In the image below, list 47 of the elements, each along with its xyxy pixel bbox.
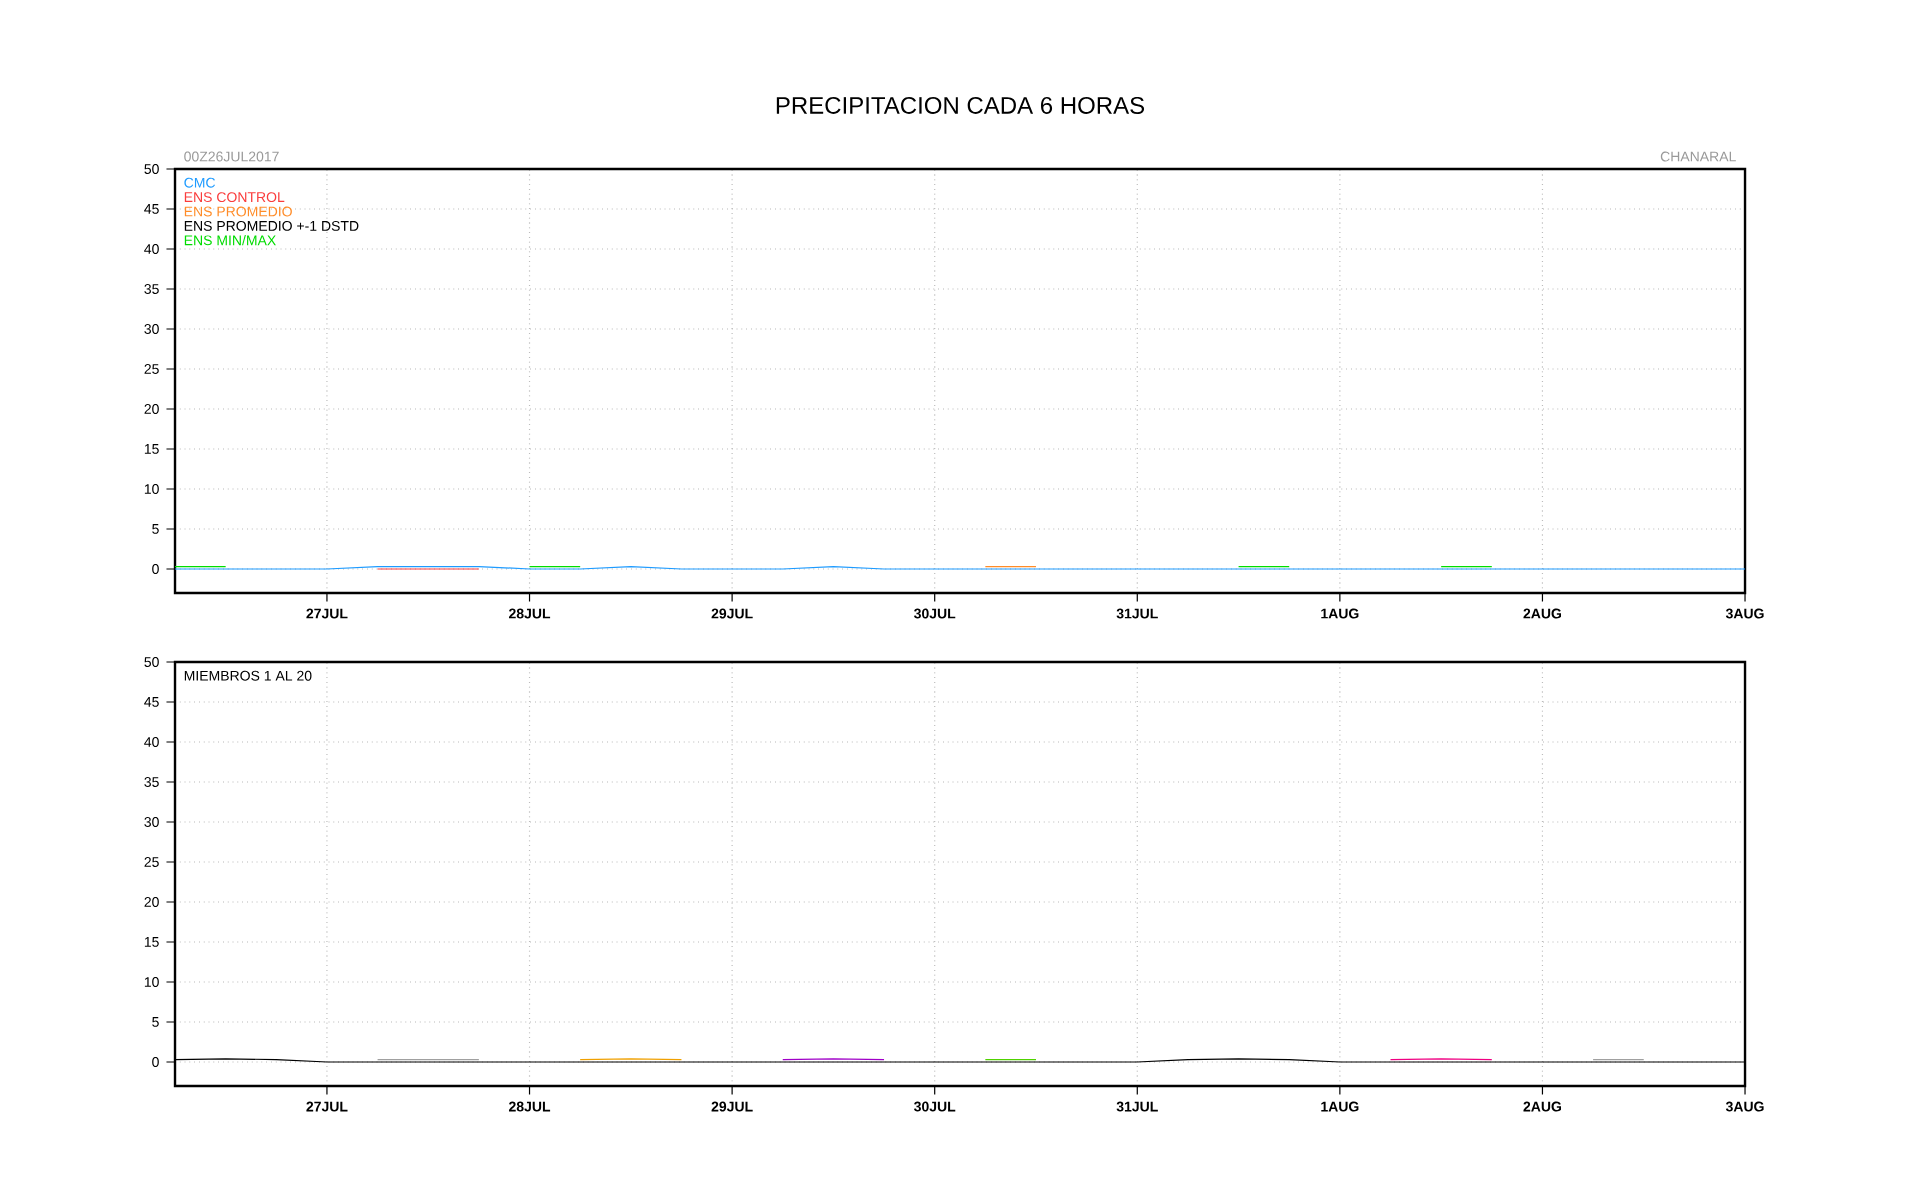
y-tick-label: 25: [144, 364, 159, 374]
x-tick-label: 31JUL: [1116, 608, 1158, 619]
y-tick-label: 10: [144, 977, 159, 987]
text: 00Z26JUL2017: [184, 151, 279, 162]
y-tick-label: 50: [144, 657, 159, 667]
annotation: MIEMBROS 1 AL 20: [184, 670, 312, 681]
y-tick-label: 15: [144, 444, 159, 454]
y-tick-label: 35: [144, 284, 159, 294]
text: ENS CONTROL: [184, 192, 285, 203]
x-tick-label: 1AUG: [1321, 608, 1359, 619]
text: CMC: [184, 177, 216, 188]
x-tick-label: 27JUL: [306, 1101, 348, 1112]
x-tick-label: 27JUL: [306, 608, 348, 619]
y-tick-label: 45: [144, 697, 159, 707]
y-tick-label: 5: [152, 1017, 159, 1027]
y-tick-label: 30: [144, 817, 159, 827]
x-tick-label: 28JUL: [508, 1101, 551, 1112]
y-tick-label: 35: [144, 777, 159, 787]
y-tick-label: 20: [144, 897, 159, 907]
y-tick-label: 40: [144, 244, 159, 254]
x-tick-label: 3AUG: [1725, 1101, 1764, 1112]
x-tick-label: 29JUL: [711, 1101, 753, 1112]
y-tick-label: 10: [144, 484, 159, 494]
y-tick-label: 0: [152, 564, 159, 574]
x-tick-label: 1AUG: [1321, 1101, 1359, 1112]
x-tick-label: 31JUL: [1116, 1101, 1158, 1112]
legend-label: ENS PROMEDIO +-1 DSTD: [184, 220, 359, 231]
x-tick-label: 28JUL: [508, 608, 551, 619]
y-tick-label: 45: [144, 204, 159, 214]
x-tick-label: 3AUG: [1725, 608, 1764, 619]
y-tick-label: 25: [144, 857, 159, 867]
x-tick-label: 30JUL: [914, 608, 956, 619]
y-tick-label: 50: [144, 164, 159, 174]
x-tick-label: 2AUG: [1523, 1101, 1562, 1112]
x-tick-label: 29JUL: [711, 608, 753, 619]
chart-title: PRECIPITACION CADA 6 HORAS: [776, 96, 1145, 114]
text: CHANARAL: [1660, 151, 1736, 162]
x-tick-label: 2AUG: [1523, 608, 1562, 619]
y-tick-label: 40: [144, 737, 159, 747]
y-tick-label: 20: [144, 404, 159, 414]
text: ENS MIN/MAX: [184, 235, 276, 246]
y-tick-label: 30: [144, 324, 159, 334]
y-tick-label: 0: [152, 1057, 159, 1067]
y-tick-label: 15: [144, 937, 159, 947]
y-tick-label: 5: [152, 524, 159, 534]
text: ENS PROMEDIO: [184, 206, 292, 217]
x-tick-label: 30JUL: [914, 1101, 956, 1112]
